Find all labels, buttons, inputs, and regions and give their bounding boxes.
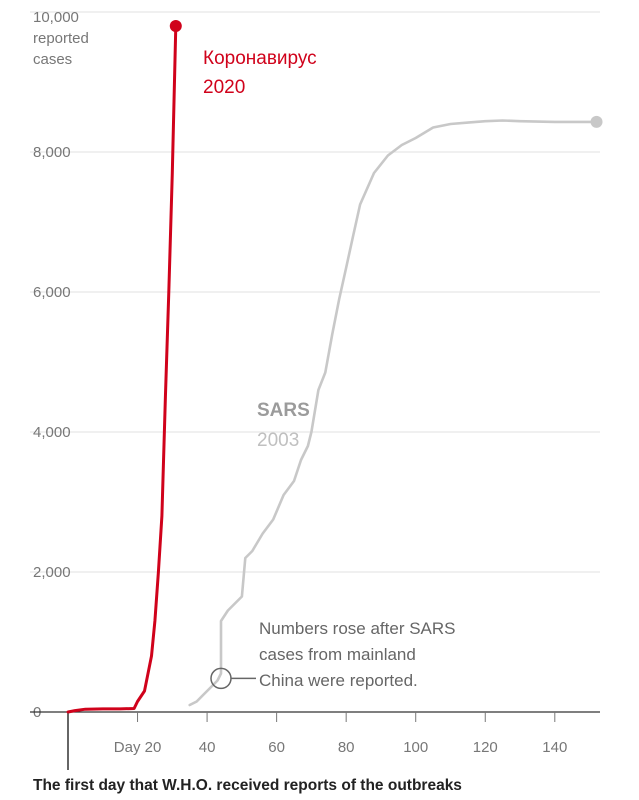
x-axis: Day 20 40 60 80 100 120 140 xyxy=(30,711,600,770)
series-endpoint-coronavirus xyxy=(169,20,182,32)
y-tick-label: 8,000 xyxy=(33,144,71,161)
y-axis-title-line: reported xyxy=(33,30,89,47)
y-tick-label: 6,000 xyxy=(33,284,71,301)
x-tick-label: 60 xyxy=(268,739,285,756)
y-axis-title-line: 10,000 xyxy=(33,9,79,26)
x-tick-label: 120 xyxy=(473,739,498,756)
y-tick-label: 4,000 xyxy=(33,424,71,441)
series-layer xyxy=(66,20,603,714)
series-label-coronavirus: Коронавирус xyxy=(203,48,317,69)
series-line-coronavirus xyxy=(66,24,178,714)
series-year-coronavirus: 2020 xyxy=(203,77,245,98)
series-year-sars: 2003 xyxy=(257,430,299,451)
annotation-text-line: China were reported. xyxy=(259,671,418,690)
y-tick-label: 2,000 xyxy=(33,564,71,581)
series-labels: Коронавирус 2020 SARS 2003 xyxy=(203,48,317,451)
x-tick-label: Day 20 xyxy=(114,739,162,756)
x-tick-label: 80 xyxy=(338,739,355,756)
annotation: Numbers rose after SARS cases from mainla… xyxy=(210,619,456,690)
x-tick-label: 40 xyxy=(199,739,216,756)
x-tick-label: 100 xyxy=(403,739,428,756)
series-line-sars xyxy=(188,119,598,707)
x-tick-label: 140 xyxy=(542,739,567,756)
gridlines xyxy=(30,11,600,573)
series-label-sars: SARS xyxy=(257,400,310,421)
annotation-text-line: cases from mainland xyxy=(259,645,416,664)
annotation-text-line: Numbers rose after SARS xyxy=(259,619,456,638)
chart-caption: The first day that W.H.O. received repor… xyxy=(33,777,462,794)
y-axis-title-line: cases xyxy=(33,51,72,68)
series-endpoint-sars xyxy=(590,115,603,128)
